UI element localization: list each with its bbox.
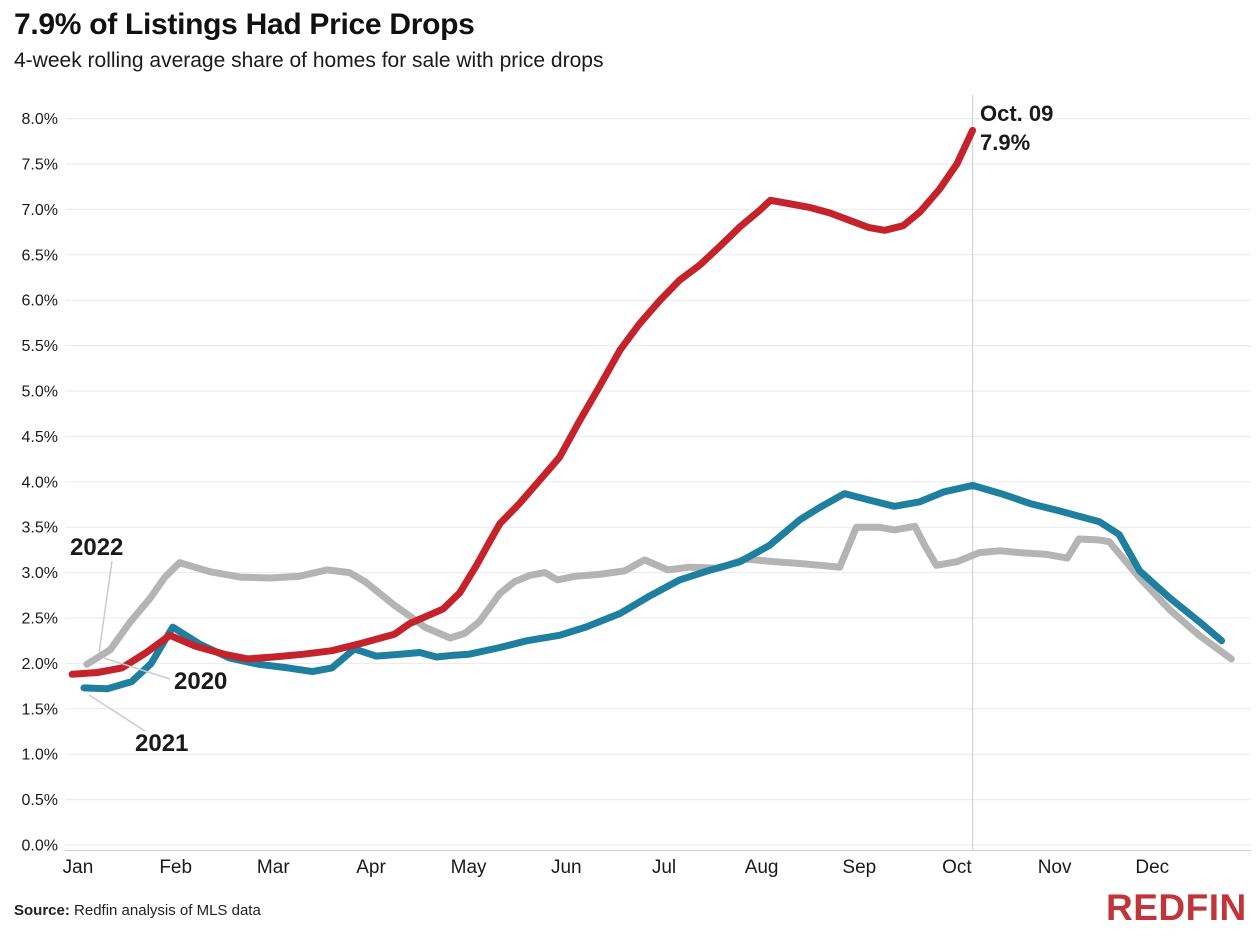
y-tick-label: 7.5% (22, 157, 58, 174)
x-tick-label: Jan (63, 857, 94, 878)
y-tick-label: 3.0% (22, 565, 58, 582)
y-tick-label: 0.0% (22, 838, 58, 855)
x-tick-label: Dec (1135, 857, 1169, 878)
grid-layer: 0.0% 0.5% 1.0% 1.5% 2.0% 2.5% 3.0% 3.5% 4.0% 4.5%… (22, 111, 1251, 855)
x-tick-label: Apr (356, 857, 386, 878)
y-tick-label: 5.0% (22, 384, 58, 401)
legend-leader-2020 (103, 657, 171, 680)
x-tick-label: Sep (842, 857, 876, 878)
chart-title: 7.9% of Listings Had Price Drops (14, 8, 475, 41)
redfin-logo: REDFIN (1106, 887, 1247, 928)
series-layer (68, 126, 1235, 693)
axis-layer: Jan Feb Mar Apr May Jun Jul Aug Sep Oct Nov Dec (63, 850, 1251, 878)
series-line-2020 (83, 522, 1235, 668)
legend-leader-2021 (88, 694, 146, 732)
x-tick-label: Aug (745, 857, 779, 878)
legend-label-2021: 2021 (135, 730, 188, 757)
y-tick-label: 6.5% (22, 247, 58, 264)
y-tick-label: 6.0% (22, 293, 58, 310)
x-tick-label: May (451, 857, 487, 878)
series-line-2021 (80, 481, 1226, 693)
series-line-2022 (68, 126, 977, 678)
y-tick-label: 7.0% (22, 202, 58, 219)
y-tick-label: 8.0% (22, 111, 58, 128)
x-tick-label: Mar (257, 857, 290, 878)
chart-subtitle: 4-week rolling average share of homes fo… (14, 49, 604, 72)
y-tick-label: 4.5% (22, 429, 58, 446)
y-tick-label: 4.0% (22, 474, 58, 491)
legend-label-2020: 2020 (174, 668, 227, 695)
source-attribution: Source: Redfin analysis of MLS data (14, 902, 261, 919)
y-tick-label: 1.5% (22, 701, 58, 718)
y-tick-label: 1.0% (22, 747, 58, 764)
x-tick-label: Feb (159, 857, 192, 878)
y-tick-label: 0.5% (22, 792, 58, 809)
latest-point-value-label: 7.9% (980, 130, 1030, 155)
x-tick-label: Jun (551, 857, 582, 878)
x-tick-label: Oct (942, 857, 972, 878)
legend-label-2022: 2022 (70, 534, 123, 561)
latest-point-date-label: Oct. 09 (980, 101, 1053, 126)
y-tick-label: 3.5% (22, 520, 58, 537)
legend-leader-2022 (98, 560, 113, 654)
x-tick-label: Jul (652, 857, 676, 878)
source-text: Redfin analysis of MLS data (69, 902, 261, 919)
source-label: Source: (14, 902, 70, 919)
x-tick-label: Nov (1038, 857, 1072, 878)
y-tick-label: 2.5% (22, 611, 58, 628)
y-tick-label: 5.5% (22, 338, 58, 355)
y-tick-label: 2.0% (22, 656, 58, 673)
